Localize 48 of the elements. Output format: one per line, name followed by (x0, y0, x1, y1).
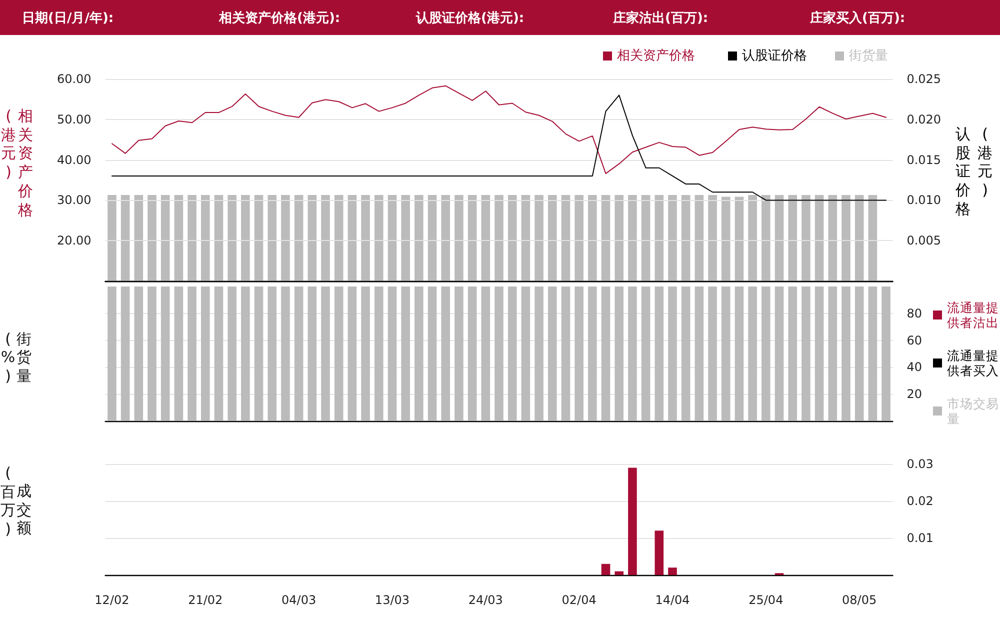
x-tick-label: 02/04 (562, 593, 596, 607)
y-tick-label: 40.00 (56, 152, 92, 167)
x-tick-label: 14/04 (655, 593, 690, 607)
legend-label: 相关资产价格 (617, 48, 695, 64)
bar (668, 568, 677, 575)
y-tick-label: 30.00 (56, 193, 92, 208)
y-tick-label: 20.00 (56, 234, 92, 248)
x-tick-label: 25/04 (748, 593, 784, 607)
text: 认股证价格(港元) (956, 125, 992, 218)
x-tick-label: 08/05 (842, 593, 877, 607)
y-tick-label: 0.02 (906, 494, 934, 508)
x-tick-label: 12/02 (94, 593, 130, 607)
legend-label: 流通量提供者沽出 (947, 300, 999, 330)
x-tick-label: 04/03 (282, 593, 316, 607)
legend-label: 流通量提供者买入 (947, 348, 999, 378)
y-tick-label: 0.01 (906, 531, 934, 545)
y-tick-label: 20 (906, 387, 922, 402)
text: 庄家买入(百万): (810, 10, 906, 27)
y2-tick-label: 0.025 (906, 72, 942, 86)
text: 庄家沽出(百万): (613, 10, 708, 27)
y-tick-label: 0.03 (906, 457, 934, 471)
y2-tick-label: 0.020 (906, 112, 942, 126)
y-tick-label: 50.00 (56, 112, 92, 126)
line-series (111, 94, 887, 201)
text: 日期(日/月/年): (22, 10, 114, 27)
x-tick-label: 24/03 (468, 593, 503, 607)
bar (628, 468, 637, 575)
text: 成交额(百万) (0, 464, 32, 538)
y-tick-label: 80 (906, 306, 922, 320)
y2-tick-label: 0.010 (906, 193, 942, 208)
x-tick-label: 21/02 (188, 593, 223, 607)
text: 认股证价格(港元): (416, 10, 524, 27)
legend-label: 街货量 (849, 48, 888, 64)
legend-label: 认股证价格 (742, 48, 807, 64)
text: 街货量(%) (0, 330, 32, 385)
y-tick-label: 40 (906, 360, 922, 374)
legend-label: 市场交易量 (947, 396, 999, 426)
bar (654, 530, 664, 575)
x-tick-label: 13/03 (374, 593, 410, 607)
y2-tick-label: 0.015 (906, 152, 942, 167)
y-tick-label: 60.00 (56, 72, 92, 86)
text: 相关资产价格(港元) (1, 107, 33, 219)
y2-tick-label: 0.005 (906, 234, 942, 248)
bar (601, 564, 610, 575)
line-series (111, 85, 887, 174)
text: 相关资产价格(港元): (219, 10, 340, 27)
y-tick-label: 60 (906, 333, 922, 348)
bar (614, 571, 624, 575)
